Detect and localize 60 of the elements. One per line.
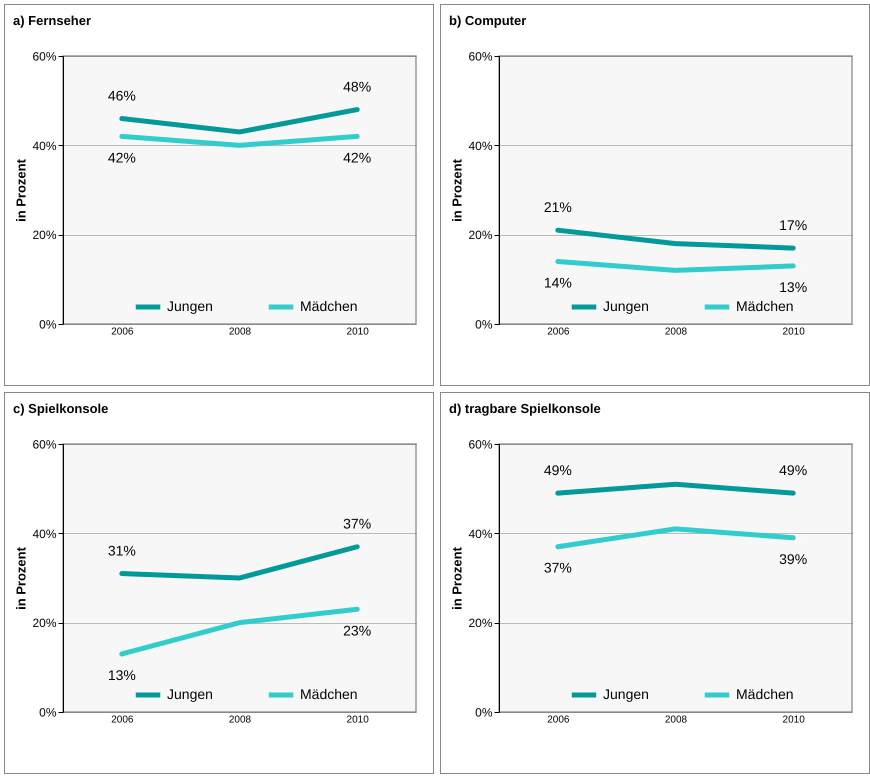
legend-label: Jungen bbox=[603, 686, 649, 702]
x-tick-label: 2008 bbox=[228, 714, 252, 726]
x-tick-label: 2006 bbox=[547, 714, 570, 726]
data-label: 13% bbox=[779, 278, 808, 295]
y-axis-title: in Prozent bbox=[449, 158, 464, 222]
y-axis-title: in Prozent bbox=[13, 158, 28, 222]
data-label: 37% bbox=[343, 516, 372, 532]
y-tick-label: 20% bbox=[468, 616, 493, 630]
data-label: 31% bbox=[108, 542, 136, 559]
x-tick-label: 2008 bbox=[664, 326, 688, 338]
x-tick-label: 2010 bbox=[782, 326, 806, 338]
x-tick-label: 2006 bbox=[111, 326, 134, 338]
y-tick-label: 60% bbox=[468, 438, 493, 452]
y-tick-label: 20% bbox=[32, 616, 57, 630]
data-label: 37% bbox=[544, 560, 572, 576]
data-label: 42% bbox=[108, 149, 136, 166]
y-tick-label: 40% bbox=[468, 138, 493, 153]
data-label: 23% bbox=[343, 622, 372, 638]
data-label: 42% bbox=[343, 149, 372, 166]
legend-label: Jungen bbox=[603, 298, 649, 314]
y-tick-label: 60% bbox=[32, 50, 57, 64]
y-axis-title: in Prozent bbox=[449, 546, 464, 610]
chart-title: b) Computer bbox=[449, 13, 526, 28]
x-tick-label: 2010 bbox=[346, 326, 370, 338]
y-tick-label: 60% bbox=[32, 438, 57, 452]
x-tick-label: 2006 bbox=[547, 326, 570, 338]
legend-label: Mädchen bbox=[300, 686, 358, 702]
data-label: 21% bbox=[544, 199, 572, 216]
y-tick-label: 20% bbox=[32, 228, 57, 242]
x-tick-label: 2008 bbox=[664, 714, 688, 726]
legend-label: Mädchen bbox=[736, 298, 794, 314]
y-tick-label: 40% bbox=[32, 138, 57, 153]
y-tick-label: 40% bbox=[468, 526, 493, 541]
data-label: 46% bbox=[108, 88, 136, 104]
y-tick-label: 0% bbox=[475, 318, 493, 332]
legend-label: Jungen bbox=[167, 686, 213, 702]
data-label: 48% bbox=[343, 78, 372, 95]
y-tick-label: 0% bbox=[39, 706, 57, 720]
legend-label: Mädchen bbox=[736, 686, 794, 702]
y-axis-title: in Prozent bbox=[13, 546, 28, 610]
data-label: 49% bbox=[544, 462, 572, 478]
chart-title: d) tragbare Spielkonsole bbox=[449, 401, 601, 416]
y-tick-label: 0% bbox=[39, 318, 57, 332]
x-tick-label: 2010 bbox=[782, 714, 806, 726]
chart-title: a) Fernseher bbox=[13, 13, 92, 28]
x-tick-label: 2006 bbox=[111, 714, 134, 726]
y-tick-label: 20% bbox=[468, 228, 493, 242]
data-label: 17% bbox=[779, 217, 808, 234]
data-label: 13% bbox=[108, 666, 136, 683]
y-tick-label: 0% bbox=[475, 706, 493, 720]
x-tick-label: 2010 bbox=[346, 714, 370, 726]
y-tick-label: 60% bbox=[468, 50, 493, 64]
legend-label: Mädchen bbox=[300, 298, 358, 314]
legend-label: Jungen bbox=[167, 298, 213, 314]
data-label: 14% bbox=[544, 274, 572, 290]
data-label: 39% bbox=[779, 550, 808, 567]
y-tick-label: 40% bbox=[32, 526, 57, 541]
x-tick-label: 2008 bbox=[228, 326, 252, 338]
chart-title: c) Spielkonsole bbox=[13, 401, 108, 416]
data-label: 49% bbox=[779, 462, 808, 478]
